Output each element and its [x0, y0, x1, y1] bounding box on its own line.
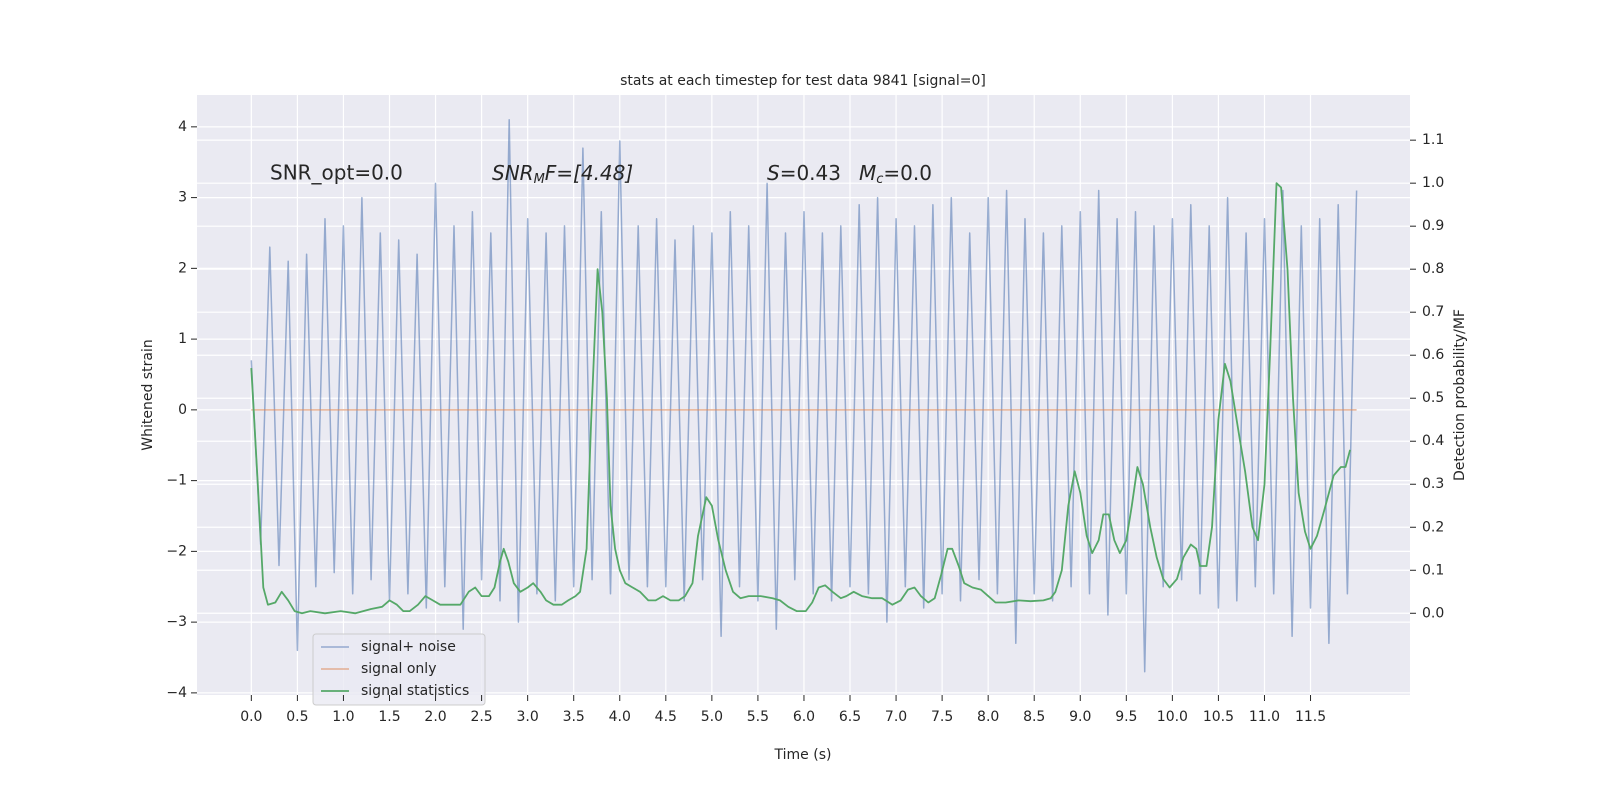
x-tick-label: 2.5: [470, 709, 492, 725]
y-tick-label: 3: [178, 190, 187, 206]
y-tick-label: 4: [178, 119, 187, 135]
x-tick-label: 1.0: [332, 709, 354, 725]
y2-tick-label: 0.7: [1422, 304, 1444, 320]
y-tick-label: −4: [166, 685, 187, 701]
x-tick-label: 0.5: [286, 709, 308, 725]
x-tick-label: 9.5: [1115, 709, 1137, 725]
x-tick-label: 6.0: [793, 709, 815, 725]
y2-tick-label: 0.3: [1422, 476, 1444, 492]
y-tick-label: 0: [178, 402, 187, 418]
y-tick-label: −3: [166, 614, 187, 630]
annotation: SNR_opt=0.0: [270, 161, 403, 185]
y2-axis-label: Detection probability/MF: [1452, 309, 1468, 481]
y-tick-label: 1: [178, 331, 187, 347]
y2-tick-label: 1.1: [1422, 132, 1444, 148]
annotation-part: =0.43: [780, 161, 841, 185]
x-tick-label: 7.0: [885, 709, 907, 725]
legend-label: signal only: [361, 661, 436, 677]
annotation: S=0.43: [767, 161, 841, 185]
y-axis-label: Whitened strain: [140, 339, 156, 450]
x-tick-label: 8.5: [1023, 709, 1045, 725]
series-line: [250, 119, 1358, 673]
x-tick-label: 3.5: [563, 709, 585, 725]
x-tick-label: 11.0: [1249, 709, 1280, 725]
annotation-part: M: [859, 161, 876, 185]
y2-tick-label: 0.2: [1422, 519, 1444, 535]
x-tick-label: 10.5: [1203, 709, 1234, 725]
y2-tick-label: 0.9: [1422, 218, 1444, 234]
chart-title: stats at each timestep for test data 984…: [620, 73, 986, 89]
x-tick-label: 6.5: [839, 709, 861, 725]
legend-label: signal+ noise: [361, 639, 456, 655]
annotation-part: F=[4.48]: [545, 161, 633, 185]
series-line: [250, 182, 1351, 615]
y2-tick-label: 0.1: [1422, 562, 1444, 578]
y2-tick-label: 0.6: [1422, 347, 1444, 363]
x-tick-label: 1.5: [378, 709, 400, 725]
y-tick-label: 2: [178, 260, 187, 276]
x-tick-label: 5.5: [747, 709, 769, 725]
annotation-part: =0.0: [883, 161, 932, 185]
legend-box: [312, 633, 486, 706]
x-tick-label: 8.0: [977, 709, 999, 725]
annotation-part: S: [767, 161, 780, 185]
x-axis-label: Time (s): [774, 747, 832, 763]
x-tick-label: 3.0: [517, 709, 539, 725]
x-tick-label: 5.0: [701, 709, 723, 725]
legend: signal+ noise signal only signal statistic…: [312, 633, 486, 706]
x-tick-label: 4.5: [655, 709, 677, 725]
annotation: Mc=0.0: [859, 161, 932, 187]
x-tick-label: 7.5: [931, 709, 953, 725]
annotation-part: SNR: [492, 161, 534, 185]
x-tick-label: 9.0: [1069, 709, 1091, 725]
legend-label: signal statistics: [361, 683, 469, 699]
y2-tick-label: 0.5: [1422, 390, 1444, 406]
marks: [250, 119, 1358, 673]
x-tick-label: 4.0: [609, 709, 631, 725]
x-tick-label: 11.5: [1295, 709, 1326, 725]
y2-tick-label: 0.4: [1422, 433, 1444, 449]
annotation: SNRMF=[4.48]: [492, 161, 633, 187]
y2-tick-label: 0.0: [1422, 605, 1444, 621]
y-tick-label: −1: [166, 473, 187, 489]
x-tick-label: 2.0: [424, 709, 446, 725]
y2-tick-label: 1.0: [1422, 175, 1444, 191]
x-tick-label: 10.0: [1157, 709, 1188, 725]
y-tick-label: −2: [166, 543, 187, 559]
y2-tick-label: 0.8: [1422, 261, 1444, 277]
x-tick-label: 0.0: [240, 709, 262, 725]
annotation-part: M: [534, 172, 545, 187]
annotation-part: c: [876, 172, 883, 187]
